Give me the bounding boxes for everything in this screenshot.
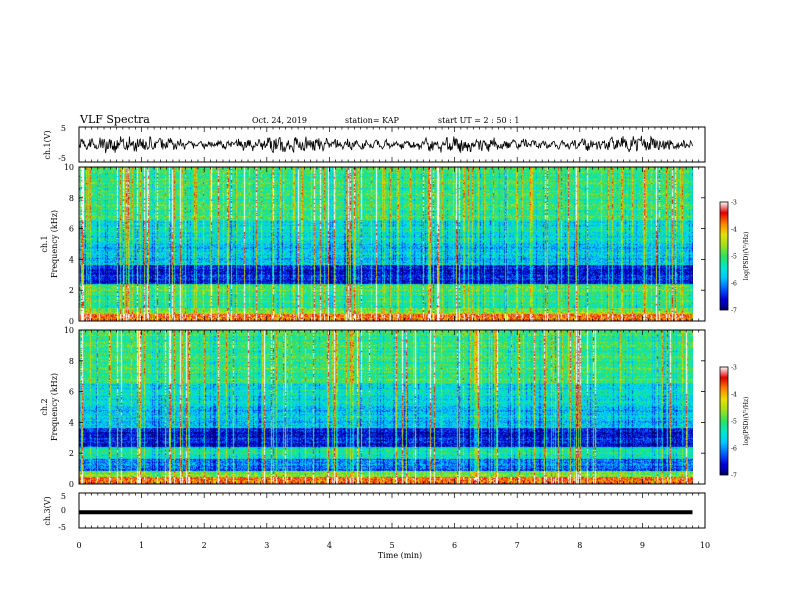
time-tick-label: 8 <box>577 541 582 550</box>
frequency-tick-label: 4 <box>69 418 74 427</box>
frequency-tick-label: 0 <box>69 480 74 489</box>
frequency-tick-label: 2 <box>69 286 74 295</box>
colorbar-tick-label: -5 <box>731 419 737 426</box>
time-tick-label: 5 <box>389 541 394 550</box>
colorbar-tick-label: -4 <box>731 227 737 234</box>
colorbar-tick-label: -3 <box>731 200 737 207</box>
ch3-ylabel: ch.3(V) <box>43 496 52 525</box>
time-tick-label: 7 <box>515 541 520 550</box>
colorbar-tick-label: -7 <box>731 473 737 480</box>
ch1-ylabel: ch.1(V) <box>43 130 52 159</box>
start-time-label: start UT = 2 : 50 : 1 <box>438 116 519 125</box>
ch2-colorbar <box>719 366 729 476</box>
colorbar-tick-label: -6 <box>731 446 737 453</box>
time-tick-label: 3 <box>264 541 269 550</box>
ch2-ylabel-frequency: Frequency (kHz) <box>50 373 59 441</box>
ch1-waveform-panel: 5 -5 ch.1(V) <box>43 124 706 163</box>
colorbar-tick-label: -7 <box>731 308 737 315</box>
frequency-tick-label: 4 <box>69 255 74 264</box>
ch3-ytick-mid: 0 <box>61 506 66 515</box>
ch2-ylabel-channel: ch.2 <box>40 398 49 415</box>
frequency-tick-label: 8 <box>69 194 74 203</box>
date-label: Oct. 24, 2019 <box>252 116 307 125</box>
station-label: station= KAP <box>345 116 400 125</box>
frequency-tick-label: 6 <box>69 388 74 397</box>
x-axis-label: Time (min) <box>378 551 422 560</box>
ch1-colorbar-label: log(PSD)(V²/Hz) <box>743 232 750 281</box>
colorbar-tick-label: -4 <box>731 392 737 399</box>
ch3-waveform-panel: 5 0 -5 ch.3(V) <box>43 492 706 532</box>
ch1-waveform-trace <box>78 135 693 154</box>
figure-title: VLF Spectra <box>79 113 150 126</box>
ch2-spectrogram-image <box>79 330 693 484</box>
time-tick-label: 2 <box>202 541 207 550</box>
frequency-tick-label: 6 <box>69 225 74 234</box>
frequency-tick-label: 8 <box>69 357 74 366</box>
frequency-tick-label: 10 <box>64 163 74 172</box>
colorbar-tick-label: -5 <box>731 254 737 261</box>
frequency-tick-label: 2 <box>69 449 74 458</box>
ch1-ylabel-frequency: Frequency (kHz) <box>50 210 59 278</box>
time-tick-label: 0 <box>76 541 81 550</box>
ch2-colorbar-label: log(PSD)(V²/Hz) <box>743 397 750 446</box>
ch3-ytick-bottom: -5 <box>58 523 66 532</box>
time-tick-label: 1 <box>139 541 144 550</box>
time-tick-label: 6 <box>452 541 457 550</box>
colorbar-tick-label: -3 <box>731 365 737 372</box>
ch1-ylabel-channel: ch.1 <box>40 235 49 252</box>
colorbar-tick-label: -6 <box>731 281 737 288</box>
ch1-colorbar <box>719 201 729 311</box>
ch1-ytick-top: 5 <box>61 124 66 133</box>
time-tick-label: 4 <box>327 541 332 550</box>
frequency-tick-label: 0 <box>69 317 74 326</box>
ch1-spectrogram-image <box>79 167 693 321</box>
time-tick-label: 10 <box>700 541 710 550</box>
ch3-ytick-top: 5 <box>61 492 66 501</box>
ch1-ytick-bottom: -5 <box>58 154 66 163</box>
frequency-tick-label: 10 <box>64 326 74 335</box>
time-tick-label: 9 <box>640 541 645 550</box>
